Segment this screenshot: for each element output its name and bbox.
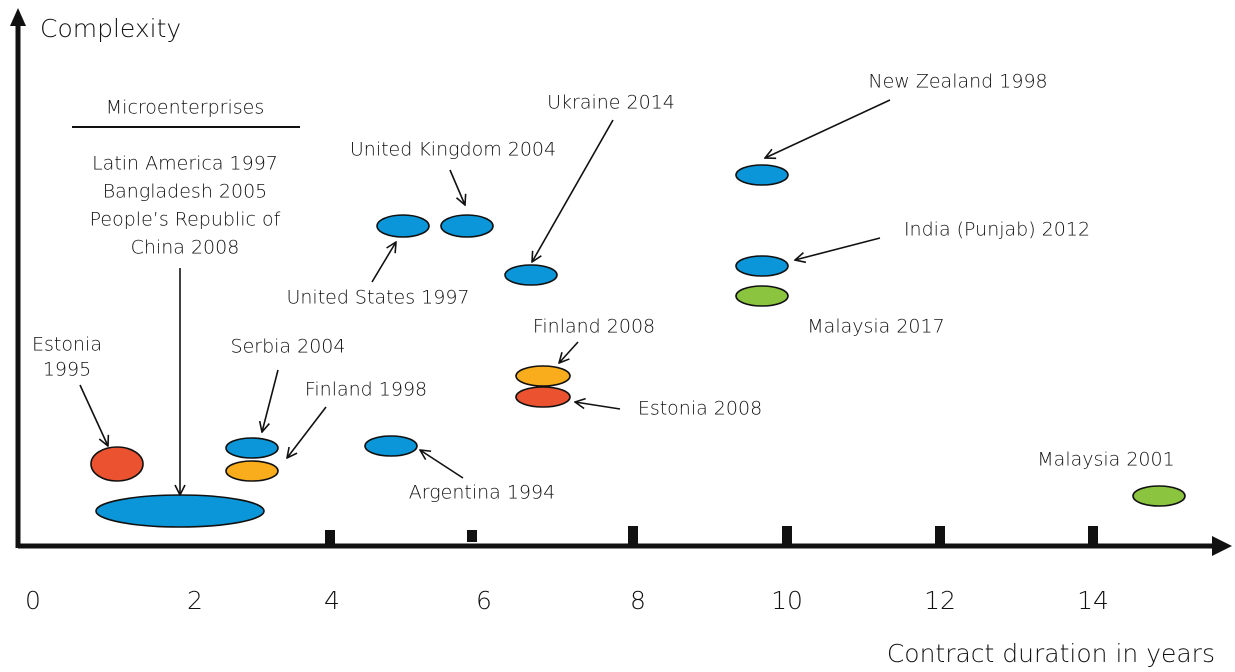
marker [515, 365, 571, 387]
marker [225, 437, 279, 459]
label: United Kingdom 2004 [350, 139, 556, 161]
x-tick: 2 [187, 586, 203, 615]
label: Malaysia 2017 [807, 316, 944, 338]
label: Bangladesh 2005 [103, 181, 268, 203]
label: Estonia [32, 334, 102, 356]
marker [735, 285, 789, 307]
label: Finland 1998 [305, 379, 427, 401]
marker [90, 446, 144, 482]
label: India (Punjab) 2012 [904, 219, 1090, 241]
y-label: Complexity [40, 14, 181, 43]
label: Malaysia 2001 [1037, 449, 1174, 471]
x-tick: 10 [771, 586, 803, 615]
x-ticks: 0 2 4 6 8 10 12 14 [25, 586, 1109, 615]
marker [735, 164, 789, 186]
marker [735, 255, 789, 277]
x-label: Contract duration in years [887, 639, 1215, 668]
axes [10, 8, 1232, 556]
x-tick: 4 [324, 586, 340, 615]
label: New Zealand 1998 [868, 71, 1047, 93]
x-tick: 0 [25, 586, 41, 615]
label: Latin America 1997 [92, 153, 278, 175]
label: Serbia 2004 [231, 336, 346, 358]
marker [504, 264, 558, 286]
marker [515, 386, 571, 408]
marker [1132, 485, 1186, 507]
arrows [79, 99, 891, 495]
marker [364, 435, 418, 457]
x-tick: 8 [630, 586, 646, 615]
group-title: Microenterprises [106, 97, 264, 119]
marker [225, 460, 279, 482]
x-tick: 6 [476, 586, 492, 615]
label: Estonia 2008 [638, 398, 762, 420]
label: Finland 2008 [533, 316, 655, 338]
label: Argentina 1994 [409, 482, 555, 504]
label: 1995 [43, 359, 91, 381]
label: People’s Republic of [90, 209, 281, 231]
label: Ukraine 2014 [547, 92, 675, 114]
marker [376, 214, 430, 238]
marker [440, 214, 494, 238]
label: China 2008 [131, 237, 240, 259]
ellipses [90, 164, 1186, 528]
x-tick: 14 [1077, 586, 1109, 615]
x-tick: 12 [924, 586, 956, 615]
marker [95, 494, 265, 528]
label: United States 1997 [286, 287, 469, 309]
